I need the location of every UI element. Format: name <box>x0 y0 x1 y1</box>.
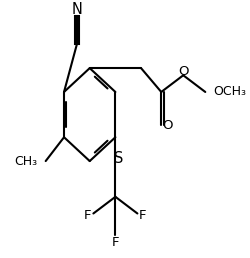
Text: S: S <box>114 151 123 166</box>
Text: N: N <box>72 2 82 17</box>
Text: OCH₃: OCH₃ <box>213 85 246 99</box>
Text: F: F <box>84 209 92 222</box>
Text: F: F <box>139 209 147 222</box>
Text: CH₃: CH₃ <box>14 155 38 167</box>
Text: O: O <box>162 119 173 132</box>
Text: F: F <box>112 236 119 249</box>
Text: O: O <box>178 65 188 78</box>
